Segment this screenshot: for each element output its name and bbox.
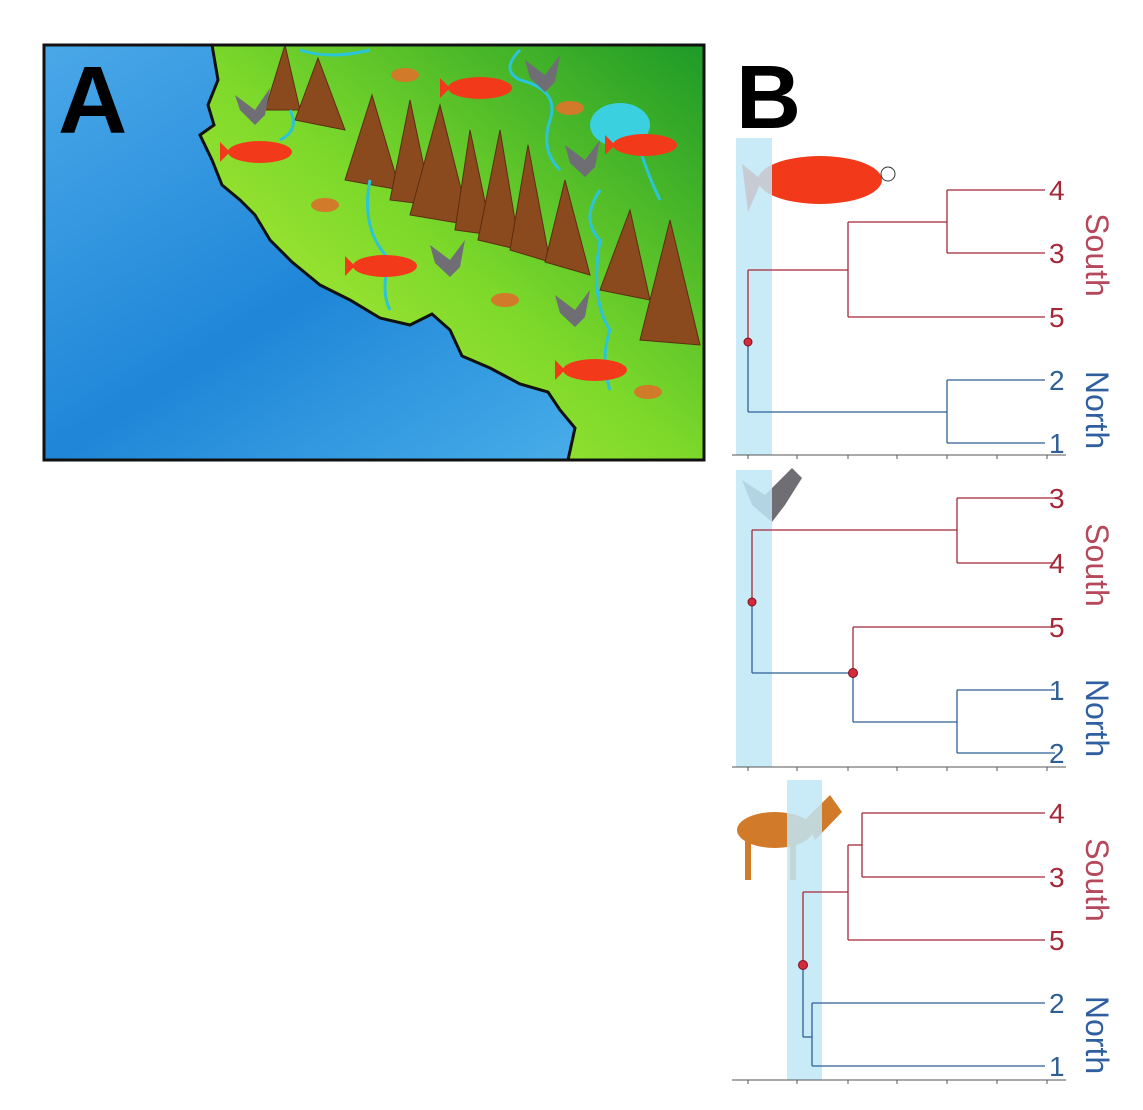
highlight-band [736,470,772,767]
group-label: South [1079,838,1115,922]
panel-label: A [58,47,127,154]
tip-label: 3 [1049,238,1065,269]
highlight-band [736,138,772,455]
tip-label: 5 [1049,612,1065,643]
node-dot [747,597,757,607]
tip-label: 2 [1049,365,1065,396]
mountains [264,45,701,346]
tip-label: 3 [1049,483,1065,514]
group-label: North [1079,371,1115,449]
tip-label: 2 [1049,988,1065,1019]
land [198,45,704,460]
node-dot [848,668,858,678]
map [44,45,704,460]
panel-label: B [736,48,801,148]
map-frame [42,43,706,462]
group-label: North [1079,996,1115,1074]
tip-label: 4 [1049,175,1065,206]
bird-icons [235,55,600,327]
group-label: South [1079,213,1115,297]
fish-icons [220,77,677,381]
tip-label: 5 [1049,302,1065,333]
node-dot [743,337,753,347]
tip-label: 4 [1049,798,1065,829]
group-label: North [1079,679,1115,757]
tip-label: 5 [1049,925,1065,956]
highlight-band [787,780,822,1080]
tip-label: 4 [1049,548,1065,579]
tip-label: 3 [1049,862,1065,893]
group-label: South [1079,523,1115,607]
node-dot [798,960,808,970]
tip-label: 1 [1049,428,1065,459]
tip-label: 1 [1049,675,1065,706]
tip-label: 2 [1049,738,1065,769]
tip-label: 1 [1049,1051,1065,1082]
deer-icons [311,68,662,399]
